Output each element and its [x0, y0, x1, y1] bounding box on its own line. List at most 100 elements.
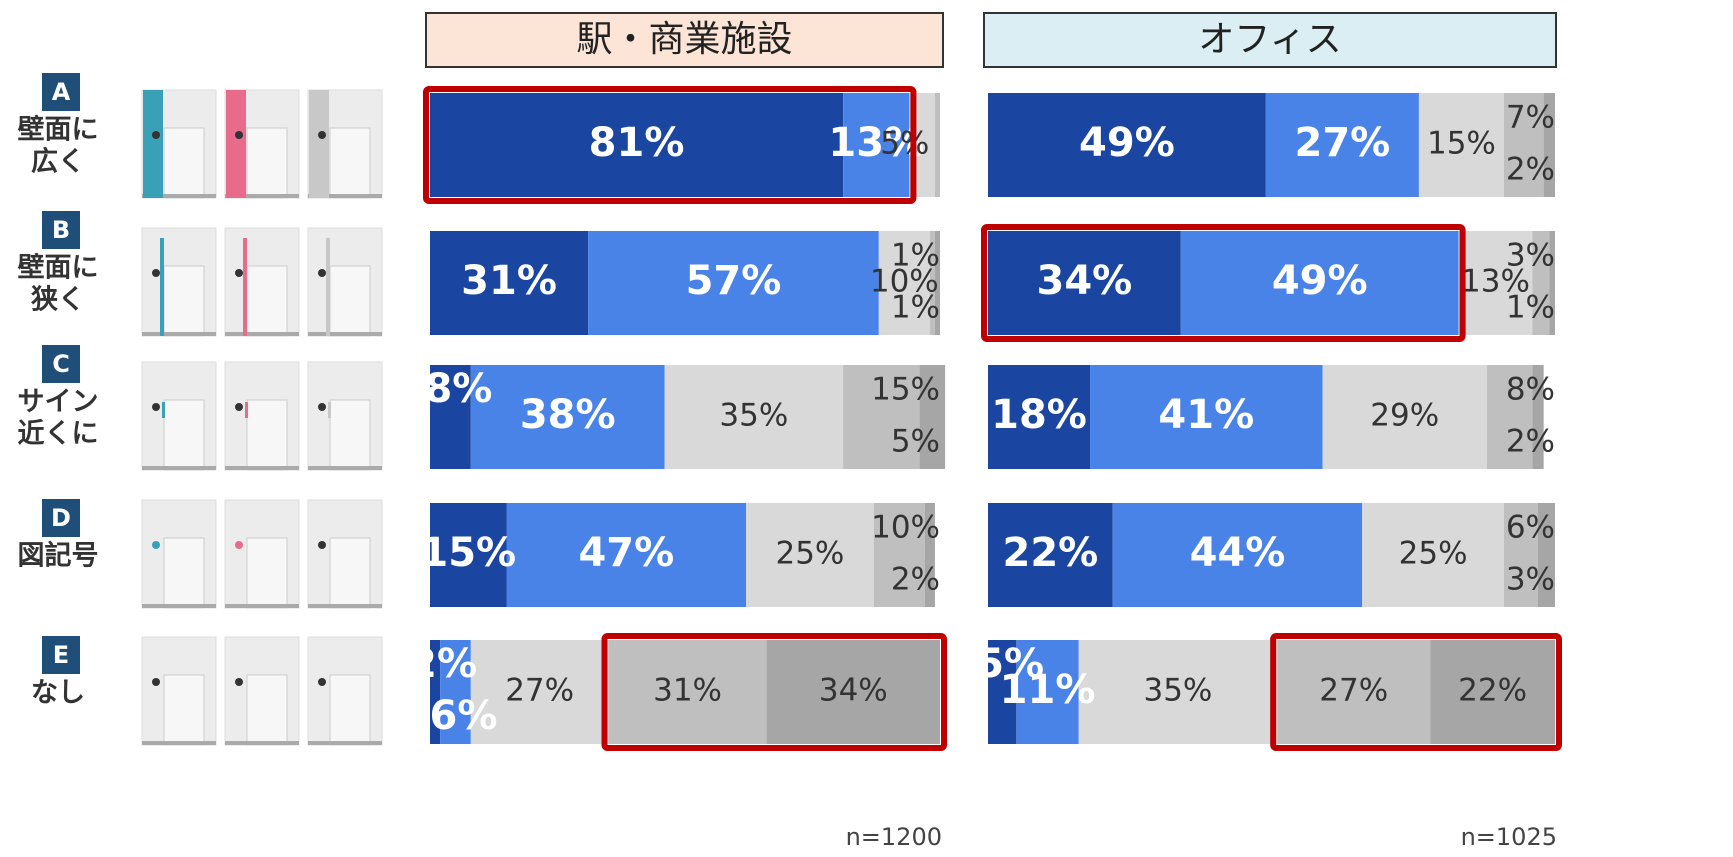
sample-size: n=1200 — [846, 823, 942, 851]
bar-segment — [1078, 640, 1278, 744]
row-letter: D — [51, 504, 71, 532]
value-label: 2% — [1506, 152, 1555, 188]
bar-segment — [506, 503, 747, 607]
bar-segment — [988, 640, 1017, 744]
door — [329, 674, 371, 746]
floor — [308, 604, 382, 608]
floor — [308, 741, 382, 745]
sign-stripe — [162, 402, 165, 418]
value-label: 8% — [424, 366, 492, 412]
pictogram — [152, 131, 160, 139]
row-letter: B — [52, 216, 70, 244]
letter-badge — [42, 73, 80, 111]
bar-segment — [843, 93, 910, 197]
pictogram — [318, 269, 326, 277]
door — [163, 399, 205, 471]
value-label: 5% — [880, 126, 929, 162]
value-label: 15% — [420, 530, 516, 576]
value-label: 57% — [686, 258, 782, 304]
sign-stripe — [245, 402, 248, 418]
value-label: 35% — [719, 398, 788, 434]
value-label: 11% — [1000, 667, 1096, 713]
bar-segment — [988, 231, 1181, 335]
value-label: 10% — [871, 510, 940, 546]
value-label: 2% — [891, 562, 940, 598]
value-label: 47% — [578, 530, 674, 576]
door — [329, 399, 371, 471]
bar-segment — [1486, 365, 1533, 469]
floor — [225, 466, 299, 470]
bar-segment — [1090, 365, 1323, 469]
bar-segment — [766, 640, 940, 744]
bar-segment — [664, 365, 844, 469]
value-label: 1% — [891, 238, 940, 274]
value-label: 49% — [1079, 120, 1175, 166]
pictogram — [235, 678, 243, 686]
bar-segment — [1532, 365, 1544, 469]
floor — [225, 604, 299, 608]
bar-segment — [1322, 365, 1487, 469]
highlight-frame — [1270, 633, 1563, 751]
sample-size: n=1025 — [1461, 823, 1557, 851]
bar-segment — [1503, 93, 1544, 197]
bar-segment — [470, 365, 665, 469]
floor — [142, 741, 216, 745]
sign-stripe — [160, 238, 164, 336]
pictogram — [235, 269, 243, 277]
bar-segment — [440, 640, 471, 744]
value-label: 10% — [870, 264, 939, 300]
panel-title-box — [983, 12, 1557, 68]
sign-stripe — [226, 90, 246, 198]
bar-segment — [430, 93, 844, 197]
row-letter: A — [52, 78, 71, 106]
bar-segment — [988, 503, 1113, 607]
row-label: 広く — [31, 146, 85, 178]
row-letter: C — [52, 350, 70, 378]
floor — [225, 741, 299, 745]
row-label: なし — [31, 678, 85, 709]
sign-stripe — [328, 402, 331, 418]
door — [163, 127, 205, 199]
bar-segment — [430, 640, 441, 744]
pictogram — [152, 269, 160, 277]
bar-segment — [1503, 503, 1538, 607]
value-label: 44% — [1190, 530, 1286, 576]
letter-badge — [42, 499, 80, 537]
value-label: 1% — [1506, 290, 1555, 326]
value-label: 25% — [1399, 536, 1468, 572]
bar-segment — [934, 93, 940, 197]
bar-segment — [878, 231, 930, 335]
value-label: 27% — [1295, 120, 1391, 166]
letter-badge — [42, 211, 80, 249]
value-label: 22% — [1002, 530, 1098, 576]
bar-segment — [1532, 231, 1550, 335]
floor — [142, 194, 216, 198]
pictogram — [152, 403, 160, 411]
pictogram — [152, 678, 160, 686]
floor — [142, 332, 216, 336]
bar-segment — [1537, 503, 1555, 607]
row-letter: E — [53, 641, 69, 669]
bar-segment — [1362, 503, 1504, 607]
value-label: 15% — [871, 372, 940, 408]
row-label: 図記号 — [18, 540, 99, 572]
panel-title: オフィス — [1198, 19, 1341, 60]
value-label: 7% — [1506, 100, 1555, 136]
pictogram — [152, 541, 160, 549]
row-label: 狭く — [30, 285, 85, 316]
panel-title: 駅・商業施設 — [576, 19, 792, 60]
value-label: 34% — [1037, 258, 1133, 304]
bar-segment — [1265, 93, 1419, 197]
bar-segment — [430, 231, 589, 335]
value-label: 3% — [1506, 562, 1555, 598]
bar-segment — [1458, 231, 1533, 335]
value-label: 34% — [819, 673, 888, 709]
value-label: 25% — [775, 536, 844, 572]
highlight-frame — [981, 224, 1466, 342]
value-label: 31% — [653, 673, 722, 709]
floor — [225, 194, 299, 198]
pictogram — [235, 403, 243, 411]
pictogram — [235, 541, 243, 549]
door — [329, 265, 371, 337]
